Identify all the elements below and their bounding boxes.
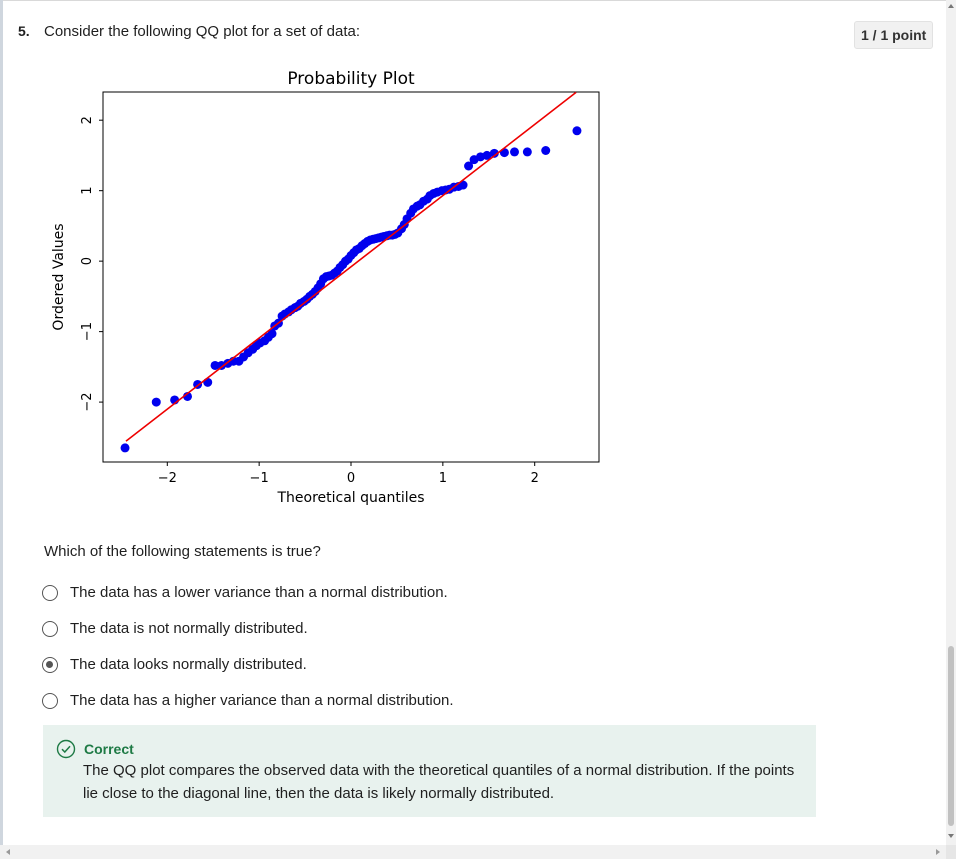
option-label: The data is not normally distributed. [70,620,308,637]
top-divider [0,0,946,1]
data-point [203,377,213,387]
data-point [522,147,532,157]
question-prompt: Which of the following statements is tru… [44,543,321,560]
x-tick-label: 1 [439,471,447,486]
scroll-right-icon[interactable] [936,849,940,855]
option-label: The data has a lower variance than a nor… [70,584,448,601]
data-point [183,391,193,401]
check-circle-icon [56,739,76,759]
feedback-panel: Correct The QQ plot compares the observe… [43,725,816,817]
y-tick-label: −2 [80,393,95,412]
data-point [120,443,130,453]
scroll-down-icon[interactable] [948,834,954,838]
data-point [572,126,582,136]
feedback-title: Correct [84,741,134,757]
points-badge: 1 / 1 point [854,21,934,49]
data-point [210,360,220,370]
vertical-scrollbar[interactable] [946,0,956,845]
question-number: 5. [18,23,30,39]
y-tick-label: 0 [80,257,95,265]
scroll-left-icon[interactable] [6,849,10,855]
data-point [267,329,277,339]
option-looks-normal[interactable]: The data looks normally distributed. [42,656,307,673]
radio-option-1[interactable] [42,584,58,601]
radio-option-4[interactable] [42,692,58,709]
left-rail [0,0,3,845]
feedback-header: Correct [56,739,134,759]
data-point [489,148,499,158]
chart-title: Probability Plot [287,69,415,89]
data-point [509,147,519,157]
option-label: The data looks normally distributed. [70,656,307,673]
data-point [458,180,468,190]
option-label: The data has a higher variance than a no… [70,692,454,709]
y-axis-label: Ordered Values [51,223,67,330]
axis-ticks: −2 −1 0 1 2 −2 −1 0 1 2 [80,116,539,486]
data-point [464,161,474,171]
feedback-body: The QQ plot compares the observed data w… [83,762,795,802]
option-lower-variance[interactable]: The data has a lower variance than a nor… [42,584,448,601]
question-text: Consider the following QQ plot for a set… [44,23,361,40]
vertical-scroll-thumb[interactable] [948,646,954,826]
data-point [541,145,551,155]
scroll-up-icon[interactable] [948,4,954,8]
x-axis-label: Theoretical quantiles [276,490,424,506]
y-tick-label: −1 [80,322,95,341]
radio-option-3-selected[interactable] [42,656,58,673]
y-tick-label: 2 [80,116,95,124]
qq-plot-svg: Probability Plot −2 −1 0 1 2 −2 −1 0 1 2 Theoreti… [51,69,600,506]
qq-plot: Probability Plot −2 −1 0 1 2 −2 −1 0 1 2 Theoreti… [40,58,610,518]
horizontal-scrollbar[interactable] [0,845,946,859]
x-tick-label: −1 [250,471,269,486]
plot-frame [102,91,600,463]
y-tick-label: 1 [80,187,95,195]
x-tick-label: 0 [347,471,355,486]
data-point [151,397,161,407]
scrollbar-corner [946,845,956,859]
radio-option-2[interactable] [42,620,58,637]
x-tick-label: 2 [531,471,539,486]
option-higher-variance[interactable]: The data has a higher variance than a no… [42,692,454,709]
data-point [482,150,492,160]
fit-line [125,91,577,442]
x-tick-label: −2 [158,471,177,486]
fit-line-group [125,91,577,442]
option-not-normal[interactable]: The data is not normally distributed. [42,620,308,637]
